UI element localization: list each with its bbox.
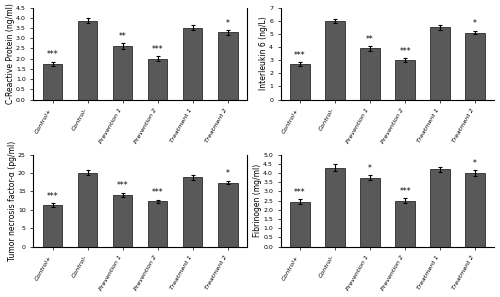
Text: ***: *** <box>152 45 164 54</box>
Bar <box>218 32 238 99</box>
Bar <box>360 178 380 247</box>
Bar <box>148 201 168 247</box>
Bar <box>113 195 132 247</box>
Bar <box>290 64 310 99</box>
Bar <box>326 21 344 99</box>
Bar <box>43 64 62 99</box>
Bar <box>396 201 414 247</box>
Text: *: * <box>473 159 477 168</box>
Y-axis label: Interleukin 6 (ng/L): Interleukin 6 (ng/L) <box>258 17 268 90</box>
Text: ***: *** <box>400 47 411 56</box>
Bar <box>183 178 203 247</box>
Text: ***: *** <box>117 181 128 190</box>
Bar <box>148 59 168 99</box>
Bar <box>43 205 62 247</box>
Text: *: * <box>226 19 230 28</box>
Bar <box>430 169 450 247</box>
Bar <box>466 173 484 247</box>
Text: ***: *** <box>294 51 306 60</box>
Text: ***: *** <box>152 188 164 197</box>
Bar <box>290 202 310 247</box>
Bar <box>113 46 132 99</box>
Text: ***: *** <box>47 192 58 201</box>
Bar <box>78 21 98 99</box>
Text: ***: *** <box>47 50 58 59</box>
Y-axis label: Fibrinogen (mg/ml): Fibrinogen (mg/ml) <box>253 164 262 237</box>
Bar <box>430 27 450 99</box>
Bar <box>466 33 484 99</box>
Bar <box>78 173 98 247</box>
Text: ***: *** <box>294 187 306 197</box>
Bar <box>183 28 203 99</box>
Bar <box>326 168 344 247</box>
Text: ***: *** <box>400 187 411 196</box>
Y-axis label: C-Reactive Protein (ng/ml): C-Reactive Protein (ng/ml) <box>6 3 15 104</box>
Bar <box>218 183 238 247</box>
Bar <box>360 48 380 99</box>
Text: **: ** <box>366 35 374 44</box>
Text: *: * <box>368 164 372 173</box>
Bar <box>396 60 414 99</box>
Text: *: * <box>473 19 477 28</box>
Text: *: * <box>226 170 230 178</box>
Text: **: ** <box>119 32 126 41</box>
Y-axis label: Tumor necrosis factor-α (pg/ml): Tumor necrosis factor-α (pg/ml) <box>8 140 16 261</box>
